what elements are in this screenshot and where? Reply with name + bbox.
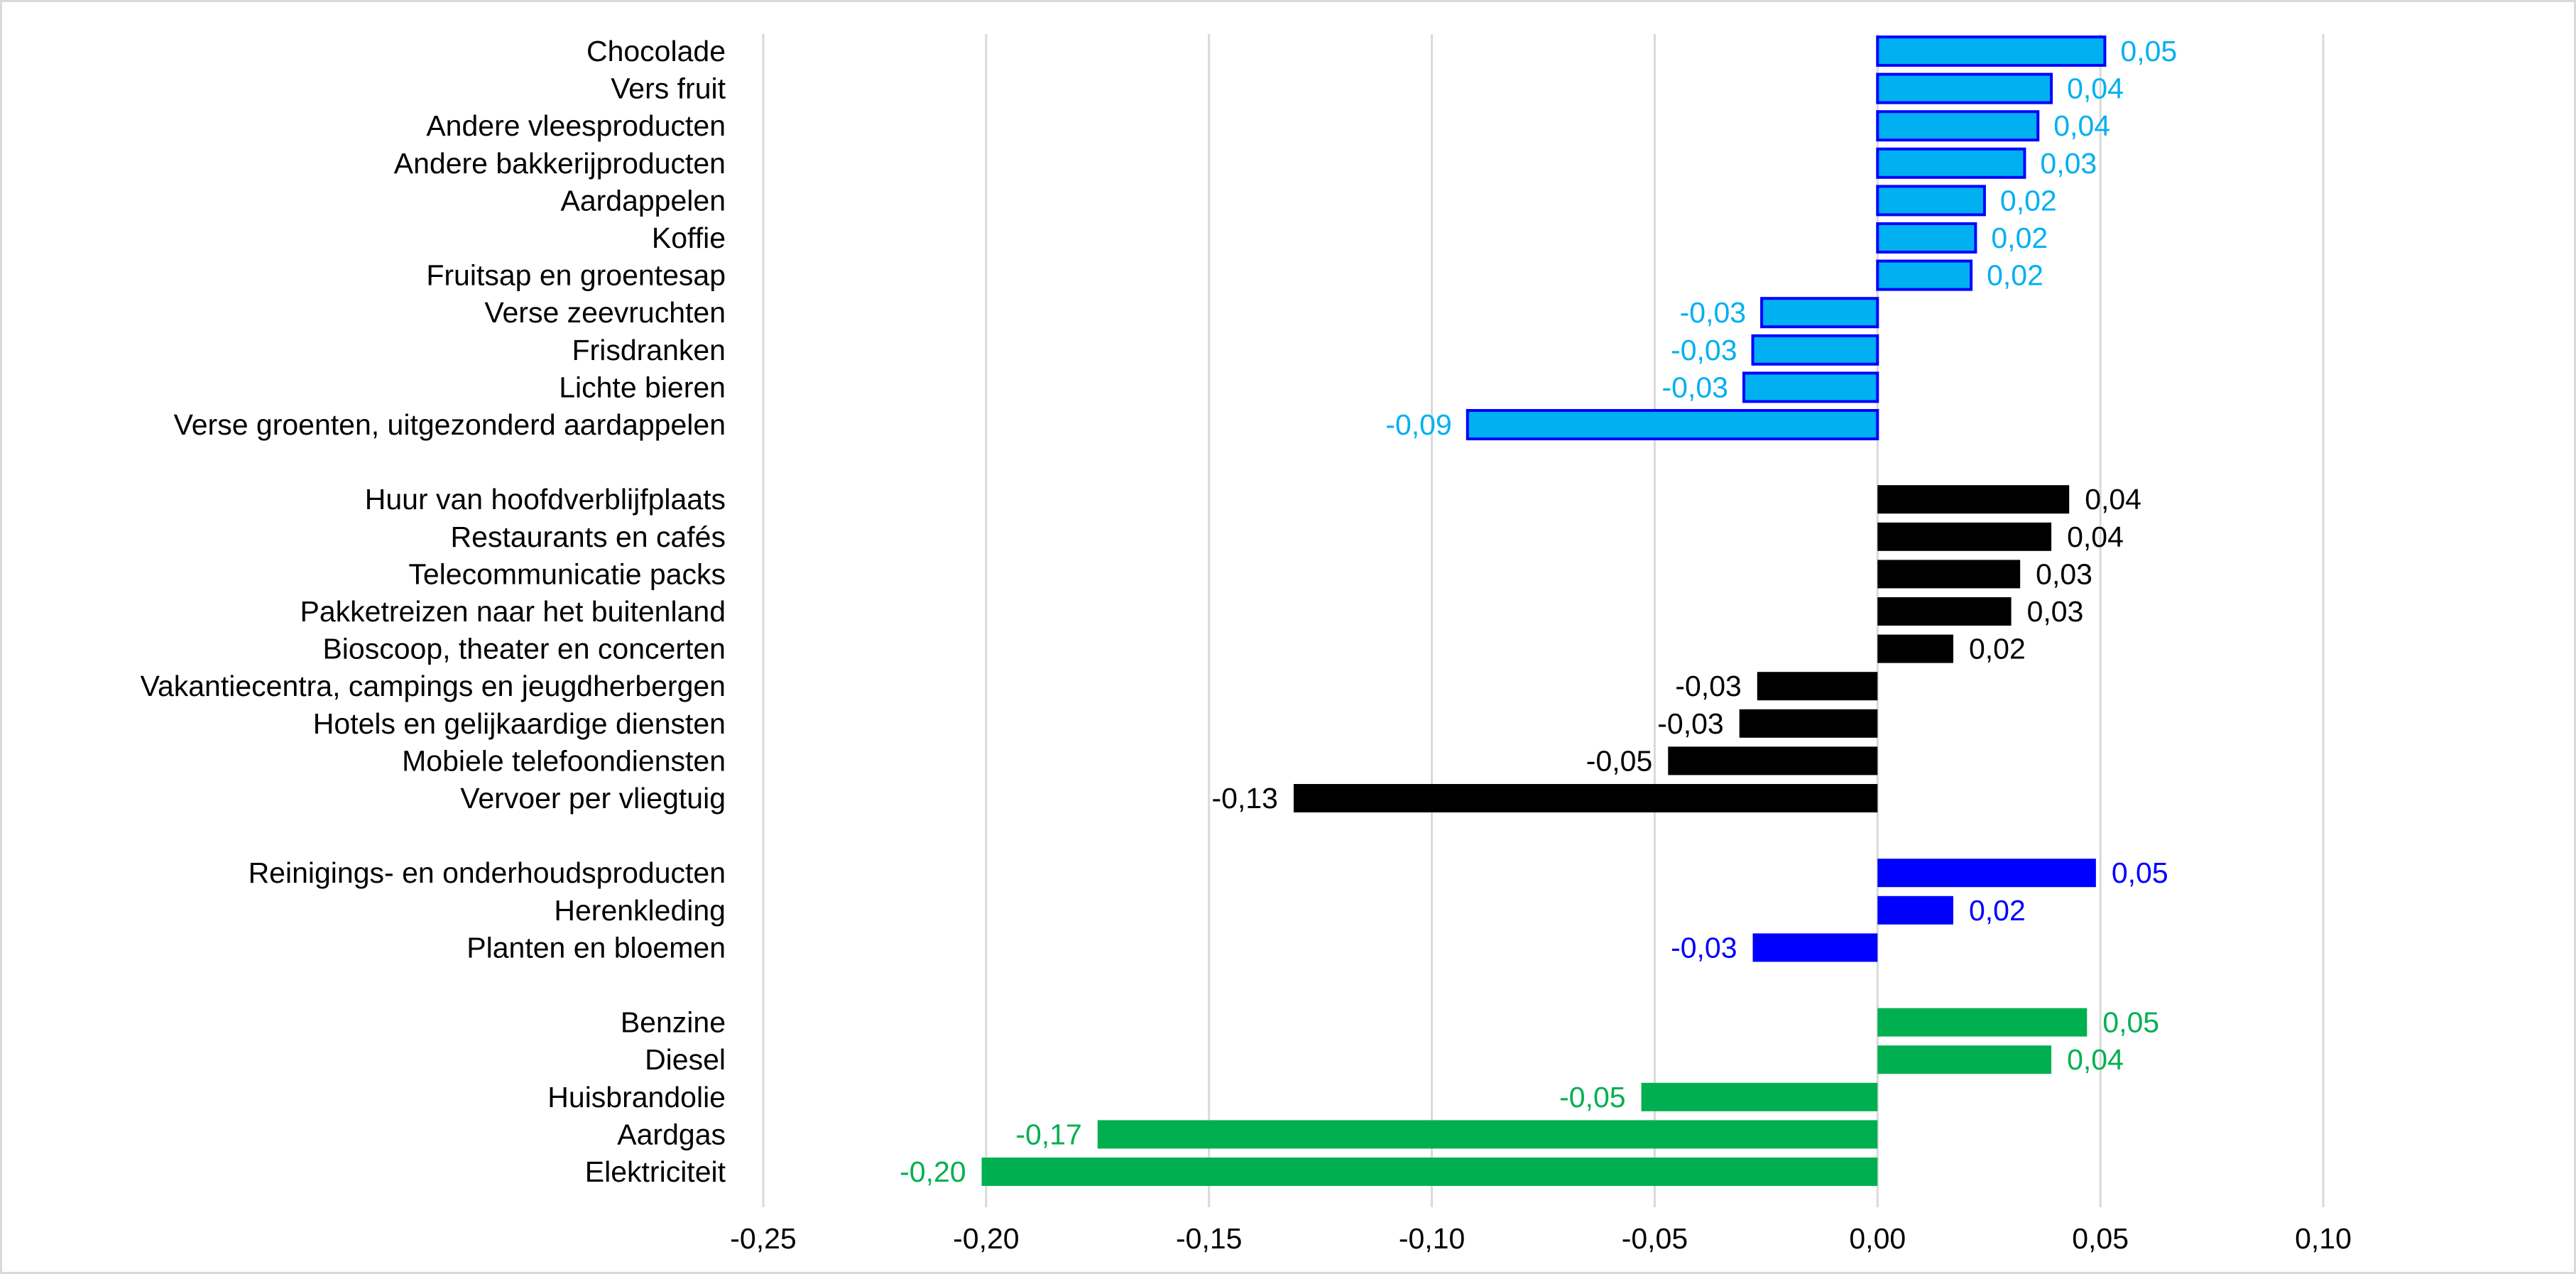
bar: [1668, 746, 1878, 775]
category-label: Reinigings- en onderhoudsproducten: [249, 856, 726, 889]
category-label: Aardappelen: [560, 184, 726, 217]
data-label: 0,04: [2067, 1043, 2124, 1076]
bar: [1739, 709, 1878, 738]
bar: [1752, 933, 1878, 962]
category-label: Koffie: [652, 222, 726, 254]
data-label: -0,05: [1559, 1081, 1625, 1114]
category-label: Huur van hoofdverblijfplaats: [365, 483, 726, 516]
category-label: Aardgas: [617, 1118, 726, 1150]
data-label: 0,02: [1969, 633, 2026, 665]
category-label: Verse zeevruchten: [484, 296, 726, 329]
data-label: 0,03: [2040, 147, 2097, 180]
data-label: 0,04: [2085, 483, 2141, 516]
data-label: 0,03: [2036, 557, 2092, 590]
bar: [1876, 259, 1973, 291]
bars: [981, 36, 2107, 1186]
bar: [1877, 560, 2021, 589]
data-label: -0,13: [1212, 782, 1278, 815]
category-label: Planten en bloemen: [466, 931, 726, 964]
data-label: 0,05: [2102, 1006, 2159, 1039]
bar: [1876, 147, 2026, 179]
bar: [1877, 485, 2070, 514]
data-label: 0,04: [2067, 72, 2124, 105]
category-label: Mobiele telefoondiensten: [402, 744, 726, 777]
bar: [1293, 784, 1878, 812]
bar: [1876, 222, 1977, 254]
bar: [1877, 859, 2096, 888]
category-labels: Chocolade Vers fruit Andere vleesproducten…: [141, 35, 726, 1188]
category-label: Benzine: [621, 1006, 726, 1039]
x-tick-label: -0,20: [953, 1222, 1019, 1255]
category-label: Andere bakkerijproducten: [394, 147, 726, 180]
category-label: Vers fruit: [611, 72, 726, 105]
category-label: Diesel: [645, 1043, 726, 1076]
data-label: -0,03: [1671, 334, 1737, 366]
bar: [1877, 522, 2052, 551]
bar: [1757, 672, 1878, 701]
category-label: Hotels en gelijkaardige diensten: [313, 707, 726, 740]
category-label: Pakketreizen naar het buitenland: [300, 595, 726, 628]
bar: [1877, 1008, 2087, 1037]
data-label: -0,03: [1675, 670, 1741, 702]
bar: [1876, 110, 2040, 142]
data-label: -0,05: [1586, 744, 1652, 777]
category-label: Frisdranken: [572, 334, 726, 366]
data-label: -0,20: [900, 1155, 966, 1188]
data-label: 0,02: [1987, 259, 2043, 292]
data-label: 0,02: [1991, 222, 2048, 254]
bar: [1097, 1120, 1878, 1149]
bar: [1751, 334, 1879, 366]
data-label: 0,03: [2027, 595, 2084, 628]
data-label: -0,03: [1671, 931, 1737, 964]
category-label: Andere vleesproducten: [426, 109, 726, 142]
category-label: Telecommunicatie packs: [408, 557, 726, 590]
bar: [1876, 36, 2107, 67]
bar: [1641, 1082, 1878, 1111]
x-tick-label: -0,05: [1622, 1222, 1688, 1255]
data-label: 0,02: [1969, 894, 2026, 927]
bar: [1877, 895, 1953, 925]
bar: [1877, 634, 1953, 663]
bar: [1876, 185, 1986, 217]
data-label: -0,03: [1662, 371, 1728, 403]
x-tick-label: -0,25: [730, 1222, 796, 1255]
category-label: Restaurants en cafés: [451, 521, 726, 553]
category-label: Vakantiecentra, campings en jeugdherberg…: [141, 670, 726, 702]
data-label: -0,09: [1385, 408, 1451, 441]
category-label: Herenkleding: [554, 894, 726, 927]
category-label: Lichte bieren: [559, 371, 726, 403]
x-axis-tick-labels: -0,25 -0,20 -0,15 -0,10 -0,05 0,00 0,05 0,10: [730, 1222, 2352, 1255]
data-label: 0,04: [2053, 109, 2110, 142]
category-label: Huisbrandolie: [547, 1081, 726, 1114]
bar: [981, 1158, 1878, 1186]
x-tick-label: -0,10: [1399, 1222, 1465, 1255]
data-label: 0,05: [2112, 856, 2168, 889]
category-label: Verse groenten, uitgezonderd aardappelen: [174, 408, 726, 441]
data-label: 0,04: [2067, 521, 2124, 553]
category-label: Chocolade: [586, 35, 726, 67]
bar: [1760, 297, 1879, 329]
data-label: 0,05: [2120, 35, 2177, 67]
data-labels: 0,050,040,040,030,020,020,02-0,03-0,03-0…: [900, 35, 2177, 1188]
bar: [1877, 597, 2012, 626]
gridlines: [762, 34, 2325, 1207]
category-label: Fruitsap en groentesap: [426, 259, 726, 292]
data-label: -0,03: [1657, 707, 1723, 740]
bar: [1742, 371, 1879, 403]
data-label: -0,03: [1680, 296, 1746, 329]
data-label: -0,17: [1015, 1118, 1081, 1150]
category-label: Bioscoop, theater en concerten: [322, 633, 726, 665]
category-label: Vervoer per vliegtuig: [460, 782, 726, 815]
bar: [1876, 72, 2053, 104]
bar: [1877, 1045, 2052, 1074]
x-tick-label: 0,05: [2072, 1222, 2129, 1255]
x-tick-label: 0,10: [2295, 1222, 2352, 1255]
x-tick-label: 0,00: [1849, 1222, 1906, 1255]
x-tick-label: -0,15: [1176, 1222, 1242, 1255]
data-label: 0,02: [2000, 184, 2057, 217]
bar: [1466, 409, 1879, 440]
category-label: Elektriciteit: [585, 1155, 726, 1188]
